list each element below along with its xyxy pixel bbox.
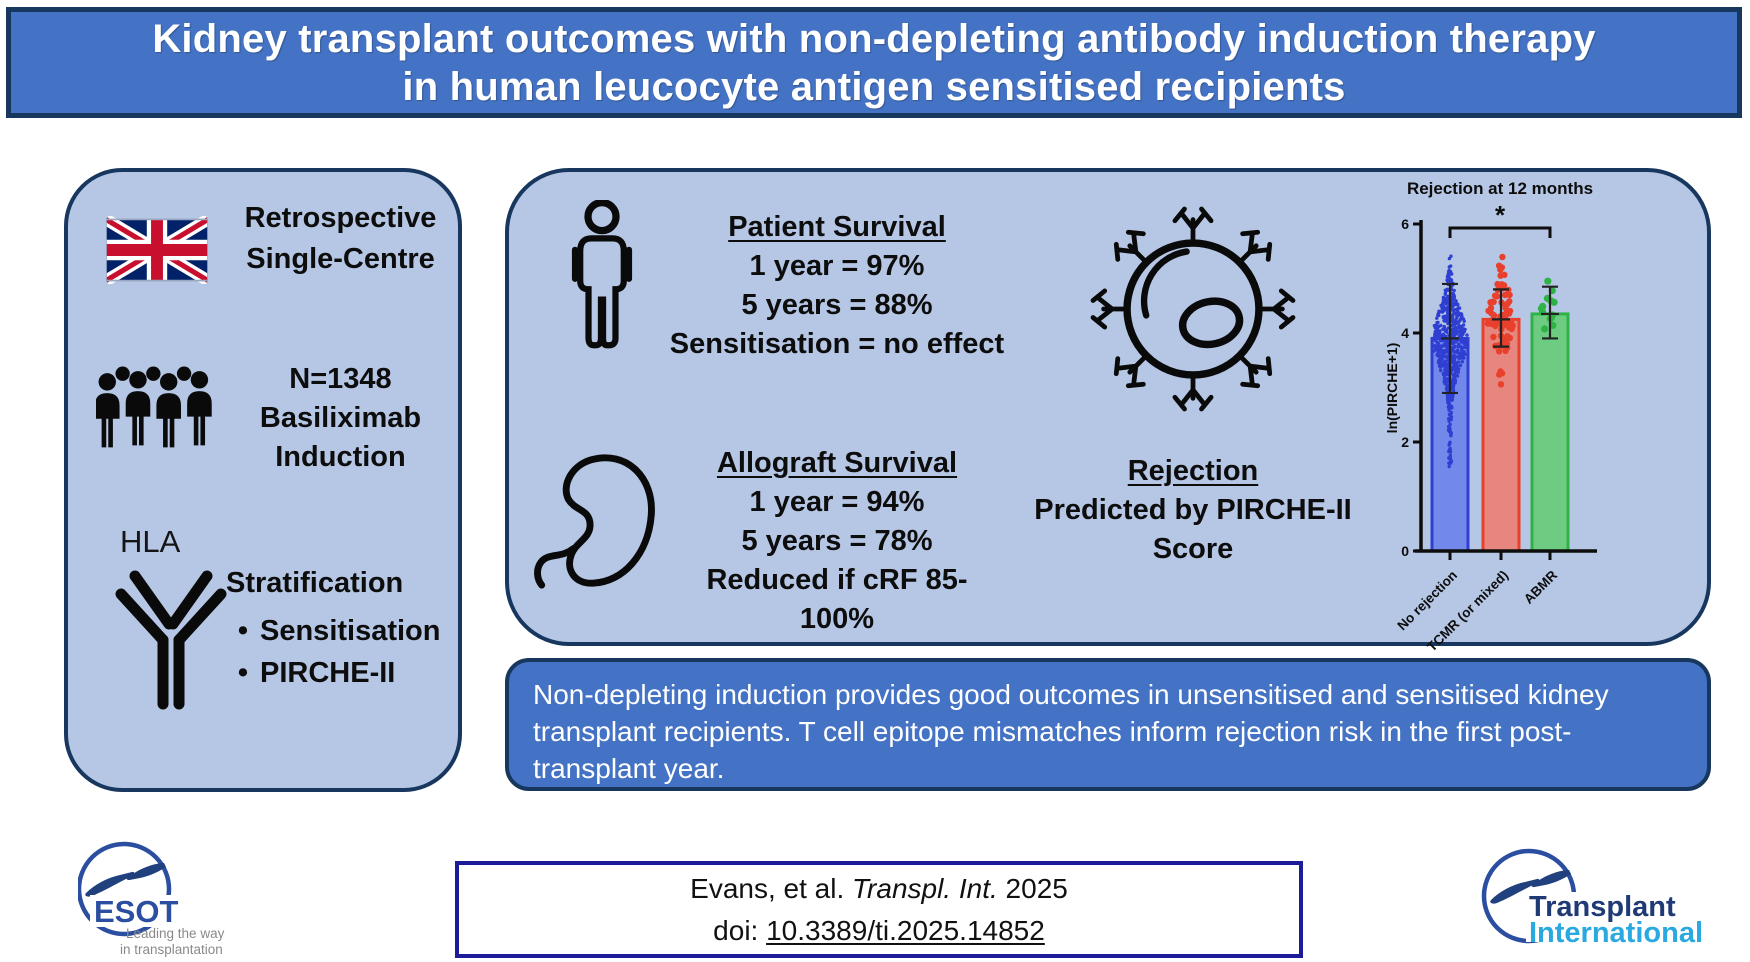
- bullet-icon: •: [237, 615, 249, 647]
- stratification-heading: Stratification: [226, 567, 404, 599]
- study-design-panel: Retrospective Single-Centre N=1348: [64, 168, 462, 792]
- bullet-icon: •: [237, 657, 249, 689]
- svg-text:ln(PIRCHE+1): ln(PIRCHE+1): [1387, 343, 1400, 434]
- stratification-bullet-1: Sensitisation: [260, 615, 441, 647]
- results-panel: Patient Survival 1 year = 97% 5 years = …: [505, 168, 1711, 650]
- hla-label: HLA: [120, 524, 181, 559]
- patient-survival-1yr: 1 year = 97%: [749, 250, 925, 282]
- esot-logo: ESOT Leading the way in transplantation: [78, 841, 225, 957]
- citation-reference: Evans, et al. Transpl. Int. 2025: [690, 868, 1068, 910]
- hla-antibody-icon: [115, 570, 227, 710]
- patient-survival-heading: Patient Survival: [728, 211, 946, 243]
- ti-wordmark-line1: Transplant: [1529, 891, 1676, 923]
- svg-text:ABMR: ABMR: [1521, 567, 1560, 606]
- esot-wordmark: ESOT: [94, 894, 178, 929]
- page-title-line2: in human leucocyte antigen sensitised re…: [402, 64, 1346, 109]
- allograft-survival-crf: Reduced if cRF 85-100%: [706, 564, 968, 635]
- allograft-survival-heading: Allograft Survival: [716, 447, 958, 479]
- hands-icon: [85, 863, 166, 897]
- page-title-line1: Kidney transplant outcomes with non-depl…: [152, 16, 1596, 61]
- esot-tagline-line2: in transplantation: [120, 942, 223, 957]
- rejection-line1: Predicted by PIRCHE-II: [1034, 494, 1352, 526]
- svg-text:2: 2: [1401, 434, 1409, 450]
- citation-box: Evans, et al. Transpl. Int. 2025 doi: 10…: [455, 861, 1303, 958]
- title-banner: Kidney transplant outcomes with non-depl…: [6, 7, 1742, 118]
- citation-journal: Transpl. Int.: [852, 872, 998, 904]
- allograft-survival-1yr: 1 year = 94%: [749, 486, 925, 518]
- summary-line3: transplant year.: [533, 753, 725, 784]
- citation-authors: Evans, et al.: [690, 872, 853, 904]
- stratification-bullet-2: PIRCHE-II: [260, 657, 396, 689]
- people-group-icon: [96, 366, 212, 448]
- person-icon: [571, 200, 633, 349]
- hands-icon: [1490, 870, 1571, 904]
- esot-tagline-line1: Leading the way: [126, 926, 225, 941]
- rejection-heading: Rejection: [1127, 455, 1259, 487]
- cohort-n: N=1348: [289, 363, 392, 395]
- summary-banner: Non-depleting induction provides good ou…: [505, 658, 1711, 791]
- summary-line2: transplant recipients. T cell epitope mi…: [533, 716, 1572, 747]
- svg-text:4: 4: [1401, 325, 1409, 341]
- doi-link[interactable]: 10.3389/ti.2025.14852: [766, 914, 1045, 946]
- study-type-line2: Single-Centre: [246, 243, 435, 275]
- transplant-international-logo: Transplant International: [1481, 848, 1705, 949]
- svg-text:*: *: [1495, 200, 1506, 230]
- svg-text:0: 0: [1401, 543, 1409, 559]
- allograft-survival-5yr: 5 years = 78%: [741, 525, 933, 557]
- uk-flag-icon: [106, 216, 208, 284]
- svg-text:6: 6: [1401, 216, 1409, 232]
- summary-line1: Non-depleting induction provides good ou…: [533, 679, 1609, 710]
- doi-label: doi:: [713, 914, 767, 946]
- citation-year: 2025: [997, 872, 1068, 904]
- rejection-line2: Score: [1152, 533, 1234, 565]
- rejection-bar-chart: Rejection at 12 months0246ln(PIRCHE+1)No…: [1387, 179, 1597, 650]
- kidney-icon: [534, 454, 655, 589]
- patient-survival-sensitisation: Sensitisation = no effect: [669, 328, 1005, 360]
- cell-antibody-icon: [1090, 206, 1296, 412]
- cohort-drug: Basiliximab: [259, 402, 422, 434]
- citation-doi-line: doi: 10.3389/ti.2025.14852: [713, 910, 1045, 952]
- study-type-line1: Retrospective: [244, 202, 437, 234]
- cohort-induction: Induction: [275, 441, 406, 473]
- ti-wordmark-line2: International: [1529, 917, 1703, 949]
- patient-survival-5yr: 5 years = 88%: [741, 289, 933, 321]
- esot-circle-icon: [78, 841, 172, 937]
- svg-text:Rejection at 12 months: Rejection at 12 months: [1407, 179, 1593, 198]
